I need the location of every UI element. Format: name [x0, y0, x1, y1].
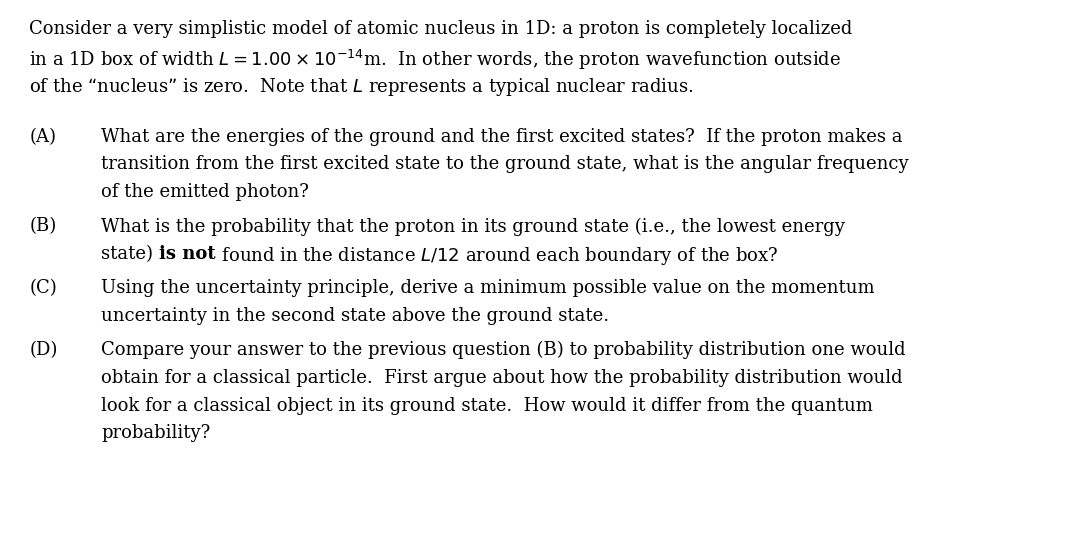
Text: found in the distance $L/12$ around each boundary of the box?: found in the distance $L/12$ around each…	[215, 245, 778, 267]
Text: (D): (D)	[29, 341, 58, 359]
Text: (A): (A)	[29, 128, 57, 146]
Text: What is the probability that the proton in its ground state (i.e., the lowest en: What is the probability that the proton …	[101, 217, 845, 236]
Text: is not: is not	[159, 245, 215, 263]
Text: (B): (B)	[29, 217, 57, 235]
Text: (C): (C)	[29, 279, 58, 297]
Text: in a 1D box of width $L = 1.00 \times 10^{-14}$m.  In other words, the proton wa: in a 1D box of width $L = 1.00 \times 10…	[29, 48, 841, 72]
Text: Consider a very simplistic model of atomic nucleus in 1D: a proton is completely: Consider a very simplistic model of atom…	[29, 20, 853, 38]
Text: state): state)	[101, 245, 159, 263]
Text: obtain for a classical particle.  First argue about how the probability distribu: obtain for a classical particle. First a…	[101, 369, 903, 387]
Text: probability?: probability?	[101, 424, 210, 442]
Text: uncertainty in the second state above the ground state.: uncertainty in the second state above th…	[101, 307, 609, 325]
Text: of the “nucleus” is zero.  Note that $L$ represents a typical nuclear radius.: of the “nucleus” is zero. Note that $L$ …	[29, 76, 694, 98]
Text: Using the uncertainty principle, derive a minimum possible value on the momentum: Using the uncertainty principle, derive …	[101, 279, 875, 297]
Text: transition from the first excited state to the ground state, what is the angular: transition from the first excited state …	[101, 155, 908, 173]
Text: look for a classical object in its ground state.  How would it differ from the q: look for a classical object in its groun…	[101, 397, 873, 414]
Text: of the emitted photon?: of the emitted photon?	[101, 183, 309, 201]
Text: Compare your answer to the previous question (B) to probability distribution one: Compare your answer to the previous ques…	[101, 341, 906, 359]
Text: What are the energies of the ground and the first excited states?  If the proton: What are the energies of the ground and …	[101, 128, 903, 146]
